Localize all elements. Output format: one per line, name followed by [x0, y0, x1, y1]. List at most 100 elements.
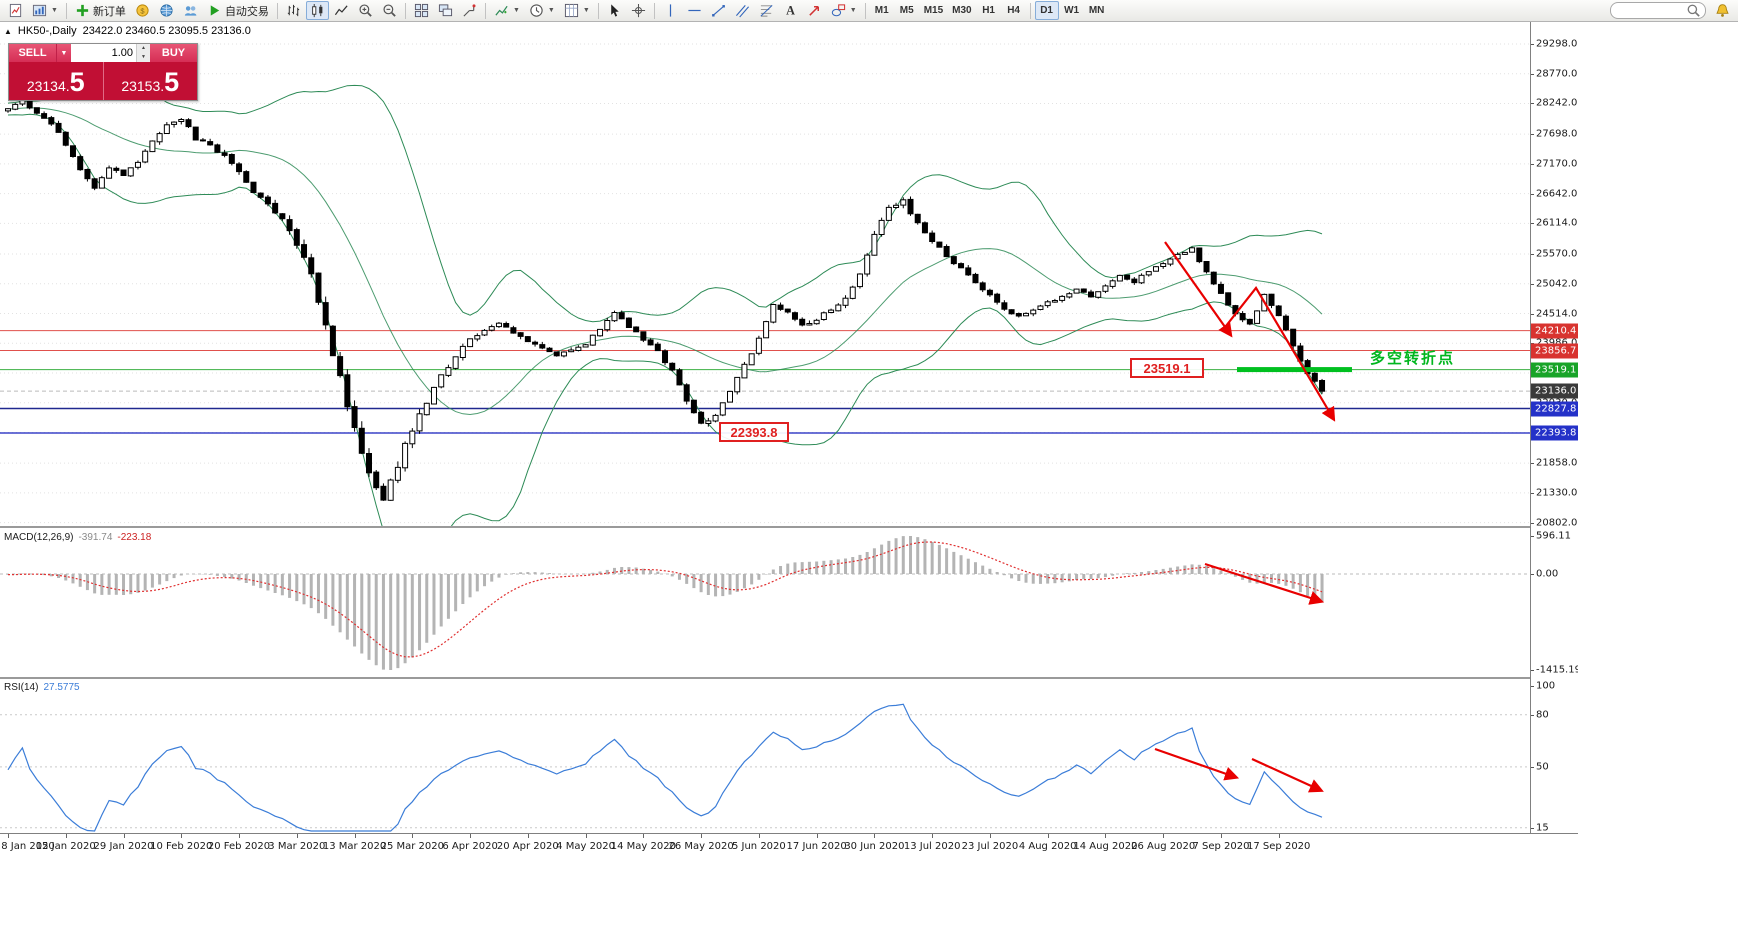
- cascade-windows-button[interactable]: [434, 1, 457, 20]
- cursor-button[interactable]: [603, 1, 626, 20]
- time-axis-tick: [701, 834, 703, 838]
- price-axis-label: 25570.0: [1536, 248, 1578, 260]
- axis-tick-mark: [1531, 686, 1534, 687]
- arrow-tool-button[interactable]: [803, 1, 826, 20]
- sell-price-big-digit: 5: [69, 67, 85, 97]
- timeframe-button-w1[interactable]: W1: [1064, 5, 1080, 16]
- search-icon: [1687, 4, 1700, 17]
- timeframe-button-m5[interactable]: M5: [899, 5, 914, 16]
- market-watch-button[interactable]: $: [131, 1, 154, 20]
- line-chart-button[interactable]: [330, 1, 353, 20]
- buy-price-display[interactable]: 23153. 5: [104, 62, 198, 100]
- vertical-line-button[interactable]: [659, 1, 682, 20]
- time-axis-tick: [181, 834, 183, 838]
- buy-button[interactable]: BUY: [150, 44, 197, 62]
- time-axis-tick: [65, 834, 67, 838]
- history-center-button[interactable]: [155, 1, 178, 20]
- price-axis-label: 28242.0: [1536, 97, 1578, 109]
- timeframe-button-m15[interactable]: M15: [923, 5, 944, 16]
- timeframe-button-d1[interactable]: D1: [1034, 1, 1059, 20]
- sell-button[interactable]: SELL: [9, 44, 56, 62]
- volume-decrease-button[interactable]: ▼: [137, 53, 150, 62]
- fibonacci-button[interactable]: [755, 1, 778, 20]
- bar-chart-button[interactable]: [282, 1, 305, 20]
- time-axis-tick: [296, 834, 298, 838]
- date-label: 26 Aug 2020: [1131, 841, 1196, 852]
- chart-shift-button[interactable]: [458, 1, 481, 20]
- chart-title: HK50-,Daily: [17, 25, 77, 37]
- time-axis[interactable]: 8 Jan 2020 15 Jan 2020 29 Jan 2020 10 Feb 2…: [0, 834, 1578, 856]
- community-button[interactable]: [179, 1, 202, 20]
- crosshair-button[interactable]: [627, 1, 650, 20]
- alerts-button[interactable]: [1711, 1, 1734, 20]
- level-annotation-23519[interactable]: 23519.1: [1130, 358, 1204, 378]
- tile-windows-button[interactable]: [410, 1, 433, 20]
- doc-chart-icon: [9, 3, 22, 18]
- oneclick-collapse-button[interactable]: ▲: [4, 26, 12, 36]
- horizontal-line-button[interactable]: [683, 1, 706, 20]
- zoom-out-button[interactable]: [378, 1, 401, 20]
- date-label: 30 Jun 2020: [844, 841, 905, 852]
- turning-point-label[interactable]: 多空转折点: [1370, 350, 1456, 367]
- play-green-icon: [210, 5, 220, 16]
- panel-separator[interactable]: [0, 526, 1578, 528]
- date-label: 14 May 2020: [610, 841, 676, 852]
- autotrading-button[interactable]: 自动交易: [203, 1, 273, 20]
- time-axis-tick: [932, 834, 934, 838]
- periods-button[interactable]: ▼: [525, 1, 559, 20]
- time-axis-tick: [239, 834, 241, 838]
- new-order-button-label: 新订单: [92, 5, 126, 18]
- volume-increase-button[interactable]: ▲: [137, 44, 150, 53]
- axis-tick-mark: [1531, 463, 1534, 465]
- search-box[interactable]: [1610, 2, 1706, 19]
- toolbar-separator: [1029, 2, 1031, 19]
- toolbar-separator: [276, 2, 278, 19]
- price-axis-label: 27698.0: [1536, 128, 1578, 140]
- time-axis-tick: [123, 834, 125, 838]
- buy-price-small-digits: 23153.: [121, 78, 165, 94]
- rsi-indicator-panel[interactable]: RSI(14) 27.5775: [0, 680, 1530, 833]
- indicators-button[interactable]: ▼: [490, 1, 524, 20]
- timeframe-button-m30[interactable]: M30: [952, 5, 972, 16]
- buy-price-big-digit: 5: [164, 67, 180, 97]
- arrowtool-icon: [809, 6, 819, 16]
- timeframe-button-m1[interactable]: M1: [874, 5, 889, 16]
- volume-input[interactable]: [71, 44, 136, 62]
- price-chart-panel[interactable]: ▲ HK50-,Daily 23422.0 23460.5 23095.5 23…: [0, 22, 1530, 526]
- shapes-button[interactable]: ▼: [827, 1, 861, 20]
- price-axis-label: 24514.0: [1536, 308, 1578, 320]
- candlestick-chart-button[interactable]: [305, 1, 329, 20]
- panel-separator[interactable]: [0, 677, 1578, 679]
- timeframe-button-h4[interactable]: H4: [1007, 5, 1020, 16]
- date-label: 5 Jun 2020: [731, 841, 786, 852]
- profiles-button[interactable]: ▼: [28, 1, 62, 20]
- rsi-axis-label: 15: [1536, 822, 1549, 833]
- date-label: 4 Aug 2020: [1018, 841, 1077, 852]
- timeframe-button-h1[interactable]: H1: [982, 5, 995, 16]
- text-button[interactable]: A: [779, 1, 802, 20]
- search-input[interactable]: [1615, 4, 1686, 17]
- date-label: 14 Aug 2020: [1073, 841, 1138, 852]
- templates-button[interactable]: ▼: [560, 1, 594, 20]
- channel-button[interactable]: [731, 1, 754, 20]
- sell-price-display[interactable]: 23134. 5: [9, 62, 104, 100]
- rsi-axis-label: 80: [1536, 709, 1549, 721]
- date-label: 3 Mar 2020: [268, 841, 326, 852]
- trendline-button[interactable]: [707, 1, 730, 20]
- trade-controls-row: SELL ▼ ▲ ▼ BUY: [9, 44, 197, 62]
- macd-indicator-panel[interactable]: MACD(12,26,9) -391.74 -223.18: [0, 530, 1530, 676]
- new-order-button[interactable]: 新订单: [71, 1, 130, 20]
- axis-tick-mark: [1531, 827, 1534, 829]
- time-axis-tick: [1105, 834, 1107, 838]
- zoom-in-button[interactable]: [354, 1, 377, 20]
- date-label: 20 Apr 2020: [496, 841, 559, 852]
- channel-icon: [735, 4, 749, 18]
- volume-dropdown-button[interactable]: ▼: [56, 44, 71, 62]
- price-axis-label: 25042.0: [1536, 278, 1578, 290]
- linechart-icon: [334, 5, 348, 16]
- price-axis[interactable]: 29298.0 28770.0 28242.0 27698.0 27170.0 26642…: [1531, 22, 1578, 833]
- level-annotation-22393[interactable]: 22393.8: [719, 422, 789, 442]
- axis-tick-mark: [1531, 163, 1534, 165]
- new-chart-button[interactable]: [4, 1, 27, 20]
- timeframe-button-mn[interactable]: MN: [1088, 5, 1105, 16]
